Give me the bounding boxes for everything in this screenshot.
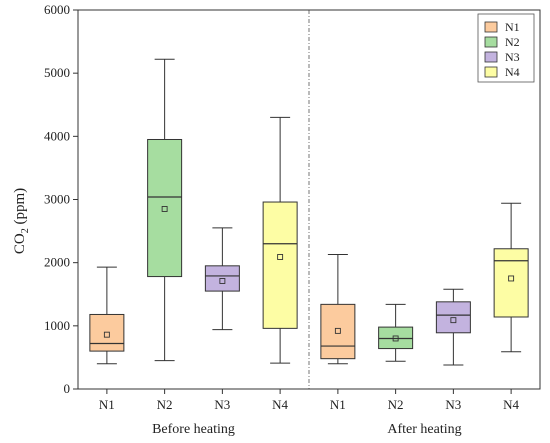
- x-tick-label: N2: [157, 397, 173, 412]
- y-tick-label: 0: [64, 381, 71, 396]
- group-label: After heating: [387, 422, 461, 437]
- legend-label-n2: N2: [505, 35, 520, 49]
- legend-swatch-n1: [484, 21, 498, 33]
- y-tick-label: 3000: [44, 192, 70, 207]
- x-tick-label: N2: [388, 397, 404, 412]
- box-before-heating-n4: [262, 116, 298, 364]
- legend-label-n1: N1: [505, 20, 520, 34]
- box-before-heating-n3: [204, 227, 240, 331]
- box-iqr: [89, 313, 125, 352]
- x-tick-label: N3: [214, 397, 230, 412]
- x-tick-label: N4: [272, 397, 288, 412]
- legend-label-n4: N4: [505, 65, 520, 79]
- mean-marker: [161, 206, 168, 212]
- box-after-heating-n3: [435, 288, 471, 366]
- y-tick-label: 6000: [44, 2, 70, 17]
- box-after-heating-n4: [493, 202, 529, 353]
- y-axis-title: CO2 (ppm): [12, 188, 31, 254]
- y-axis-title-unit: (ppm): [12, 188, 28, 228]
- mean-marker: [334, 327, 341, 334]
- legend-swatch-n3: [484, 51, 498, 63]
- y-tick-label: 4000: [44, 128, 70, 143]
- legend-label-n3: N3: [505, 50, 520, 64]
- mean-marker: [508, 275, 515, 282]
- y-tick-label: 1000: [44, 318, 70, 333]
- y-tick-label: 2000: [44, 255, 70, 270]
- box-iqr: [320, 303, 356, 360]
- group-label: Before heating: [152, 422, 235, 437]
- mean-marker: [450, 317, 457, 324]
- box-after-heating-n1: [320, 253, 356, 365]
- box-iqr: [378, 326, 414, 350]
- mean-marker: [277, 254, 284, 260]
- y-axis-title-sub: 2: [20, 228, 31, 233]
- x-tick-label: N1: [330, 397, 346, 412]
- box-iqr: [262, 201, 298, 329]
- box-after-heating-n2: [378, 303, 414, 362]
- box-iqr: [493, 248, 529, 318]
- legend-swatch-n2: [484, 36, 498, 48]
- mean-marker: [219, 278, 226, 284]
- x-tick-label: N1: [99, 397, 115, 412]
- box-iqr: [147, 138, 183, 278]
- y-tick-label: 5000: [44, 65, 70, 80]
- y-axis-title-main: CO: [12, 233, 28, 254]
- box-before-heating-n1: [89, 266, 125, 365]
- legend-swatch-n4: [484, 66, 498, 78]
- x-tick-label: N3: [445, 397, 461, 412]
- mean-marker: [103, 331, 110, 338]
- mean-marker: [392, 335, 399, 342]
- box-before-heating-n2: [147, 58, 183, 362]
- x-tick-label: N4: [503, 397, 519, 412]
